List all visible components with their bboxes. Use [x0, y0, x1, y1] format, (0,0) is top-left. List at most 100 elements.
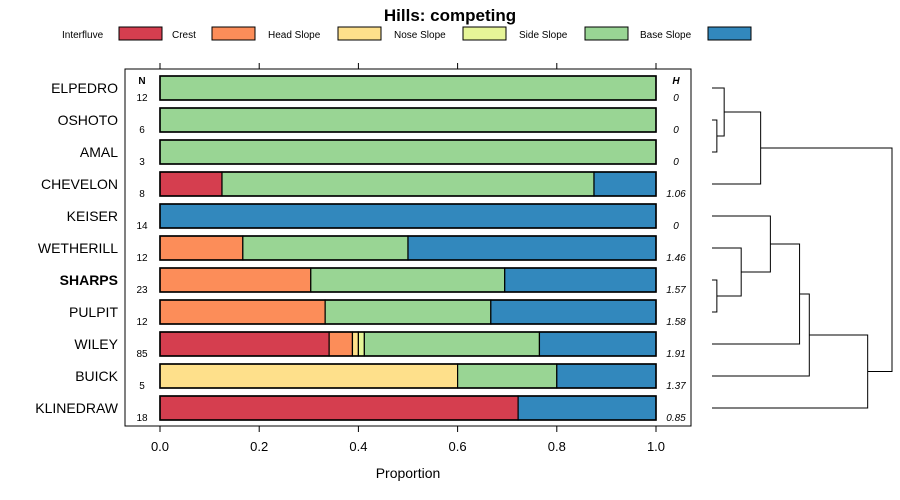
bar-outline-wiley [159, 331, 657, 357]
bar-outline-wetherill [159, 235, 657, 261]
legend-label-crest: Crest [172, 30, 196, 41]
h-value-pulpit: 1.58 [666, 317, 686, 328]
plot-panel [124, 68, 692, 427]
bar-wiley-nose-slope [357, 331, 365, 357]
h-value-buick: 1.37 [666, 381, 686, 392]
h-value-oshoto: 0 [673, 125, 679, 136]
row-label-keiser: KEISER [67, 208, 118, 224]
x-tick-label: 0.6 [449, 439, 467, 454]
n-value-oshoto: 6 [139, 125, 145, 136]
bar-chevelon-interfluve [159, 171, 223, 197]
dendrogram-link [760, 147, 893, 372]
bar-outline-elpedro [159, 75, 657, 101]
legend-swatch-head-slope [337, 26, 382, 41]
h-column-header: H [672, 76, 680, 87]
legend-swatch-interfluve [118, 26, 163, 41]
bar-outline-sharps [159, 267, 657, 293]
row-label-wetherill: WETHERILL [38, 240, 118, 256]
row-label-chevelon: CHEVELON [41, 176, 118, 192]
bar-outline-keiser [159, 203, 657, 229]
bar-rows: ELPEDRO 12 0 OSHOTO 6 0 AMAL 3 0 CHEVELON 8 1.06 KEI… [35, 75, 686, 424]
bar-keiser-base-slope [159, 203, 657, 229]
row-label-elpedro: ELPEDRO [51, 80, 118, 96]
bar-outline-klinedraw [159, 395, 657, 421]
n-value-pulpit: 12 [136, 317, 148, 328]
bar-wiley-interfluve [159, 331, 330, 357]
bar-chevelon-base-slope [593, 171, 657, 197]
bar-elpedro-side-slope [159, 75, 657, 101]
h-value-wiley: 1.91 [666, 349, 685, 360]
h-value-keiser: 0 [673, 221, 679, 232]
n-value-amal: 3 [139, 157, 145, 168]
bar-klinedraw-base-slope [517, 395, 657, 421]
x-tick-label: 0.0 [151, 439, 169, 454]
bar-outline-buick [159, 363, 657, 389]
h-value-wetherill: 1.46 [666, 253, 686, 264]
x-tick-label: 0.2 [250, 439, 268, 454]
row-label-buick: BUICK [75, 368, 118, 384]
dendrogram-link [712, 111, 762, 185]
n-value-keiser: 14 [136, 221, 148, 232]
row-label-sharps: SHARPS [60, 272, 118, 288]
legend-swatch-side-slope [584, 26, 629, 41]
bar-wetherill-side-slope [242, 235, 409, 261]
legend-swatch-nose-slope [462, 26, 507, 41]
h-value-elpedro: 0 [673, 93, 679, 104]
bar-wiley-crest [328, 331, 354, 357]
dendrogram-link [712, 279, 718, 313]
bar-buick-base-slope [556, 363, 657, 389]
row-label-wiley: WILEY [74, 336, 118, 352]
bar-klinedraw-interfluve [159, 395, 519, 421]
bar-wiley-side-slope [363, 331, 541, 357]
dendrogram-link [712, 87, 725, 137]
n-column-header: N [138, 76, 145, 87]
bar-wiley-base-slope [538, 331, 657, 357]
bar-sharps-crest [159, 267, 312, 293]
legend-label-base-slope: Base Slope [640, 30, 692, 41]
legend-swatch-base-slope [707, 26, 752, 41]
bar-wiley-head-slope [351, 331, 359, 357]
dendrogram-link [712, 119, 718, 153]
x-tick-label: 0.4 [349, 439, 367, 454]
x-tick-label: 1.0 [647, 439, 665, 454]
row-label-oshoto: OSHOTO [58, 112, 119, 128]
bar-chevelon-side-slope [221, 171, 595, 197]
chart-title: Hills: competing [384, 6, 516, 25]
n-value-elpedro: 12 [136, 93, 148, 104]
legend-label-side-slope: Side Slope [519, 30, 568, 41]
n-value-wetherill: 12 [136, 253, 148, 264]
n-value-buick: 5 [139, 381, 145, 392]
n-value-wiley: 85 [136, 349, 148, 360]
x-axis-label: Proportion [376, 465, 441, 481]
row-label-klinedraw: KLINEDRAW [35, 400, 119, 416]
dendrogram [712, 87, 893, 409]
legend-label-interfluve: Interfluve [62, 30, 104, 41]
dendrogram-link [712, 243, 801, 345]
bar-outline-oshoto [159, 107, 657, 133]
bar-pulpit-side-slope [324, 299, 492, 325]
legend-label-head-slope: Head Slope [268, 30, 321, 41]
n-value-chevelon: 8 [139, 189, 145, 200]
legend: Interfluve Crest Head Slope Nose Slope Side … [62, 26, 752, 41]
h-value-sharps: 1.57 [666, 285, 686, 296]
n-value-sharps: 23 [136, 285, 148, 296]
bar-oshoto-side-slope [159, 107, 657, 133]
bar-amal-side-slope [159, 139, 657, 165]
bar-pulpit-base-slope [490, 299, 657, 325]
h-value-chevelon: 1.06 [666, 189, 686, 200]
n-value-klinedraw: 18 [136, 413, 148, 424]
x-tick-label: 0.8 [548, 439, 566, 454]
h-value-amal: 0 [673, 157, 679, 168]
bar-outline-chevelon [159, 171, 657, 197]
x-axis: 0.0 0.2 0.4 0.6 0.8 1.0 [151, 63, 665, 454]
bar-buick-head-slope [159, 363, 459, 389]
legend-swatch-crest [211, 26, 256, 41]
bar-outline-amal [159, 139, 657, 165]
h-value-klinedraw: 0.85 [666, 413, 686, 424]
dendrogram-link [712, 293, 810, 377]
bar-sharps-base-slope [504, 267, 657, 293]
legend-label-nose-slope: Nose Slope [394, 30, 446, 41]
bar-wetherill-base-slope [407, 235, 657, 261]
bar-wetherill-crest [159, 235, 244, 261]
